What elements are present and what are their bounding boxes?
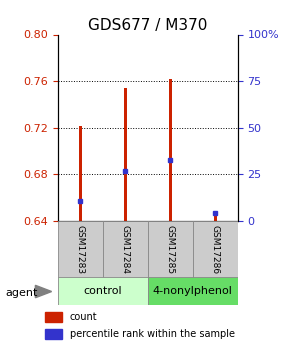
Text: 4-nonylphenol: 4-nonylphenol [153,286,233,296]
Bar [124,88,127,221]
Text: count: count [70,312,97,322]
Bar [193,221,238,278]
Bar [213,213,217,221]
Bar [58,221,103,278]
Bar [148,277,238,305]
Bar [79,127,82,221]
Bar [103,221,148,278]
Text: percentile rank within the sample: percentile rank within the sample [70,329,235,339]
Bar [168,79,172,221]
Bar [148,221,193,278]
Text: GSM17283: GSM17283 [76,225,85,274]
Text: GSM17286: GSM17286 [211,225,220,274]
Polygon shape [35,285,52,298]
Bar [45,329,62,339]
Text: control: control [84,286,122,296]
Text: GSM17284: GSM17284 [121,225,130,274]
Text: agent: agent [6,288,38,297]
Text: GSM17285: GSM17285 [166,225,175,274]
Title: GDS677 / M370: GDS677 / M370 [88,18,208,33]
Bar [45,312,62,322]
Bar [58,277,148,305]
